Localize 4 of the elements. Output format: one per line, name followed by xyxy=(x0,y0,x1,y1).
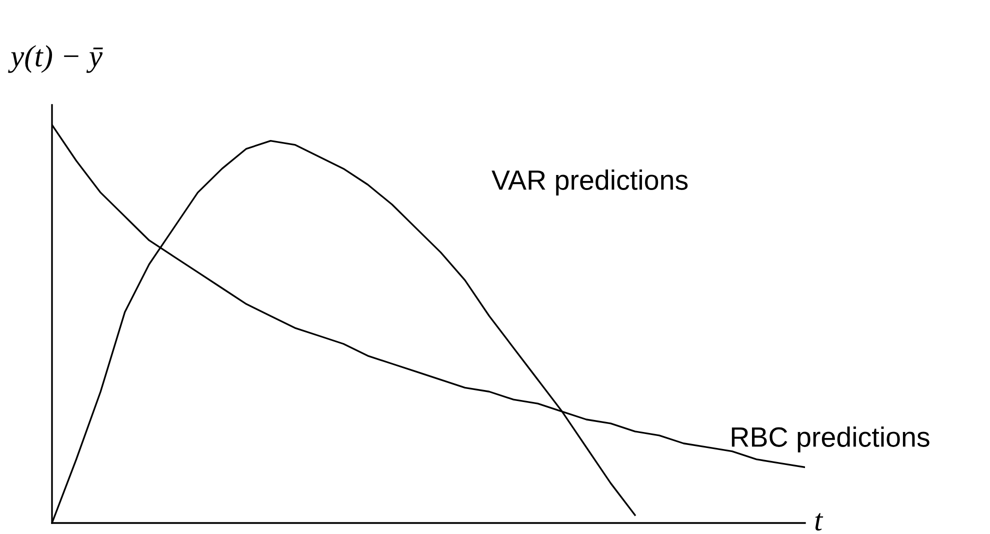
y-axis-title: y(t) − ȳ xyxy=(8,45,103,73)
text: VAR predictions xyxy=(492,170,688,196)
series-label: RBC predictions xyxy=(732,426,930,452)
x-axis-title: t xyxy=(815,513,824,531)
